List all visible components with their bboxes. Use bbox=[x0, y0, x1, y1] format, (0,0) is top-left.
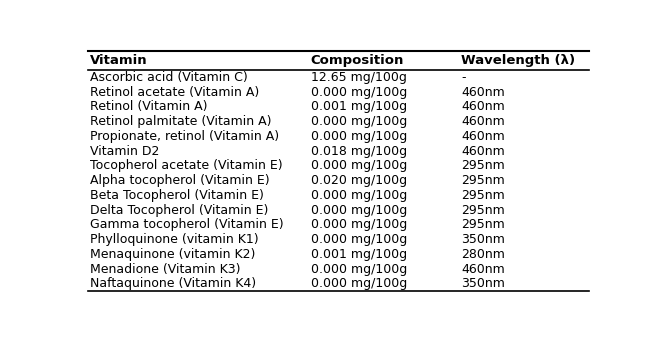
Text: Vitamin D2: Vitamin D2 bbox=[90, 145, 160, 158]
Text: 0.001 mg/100g: 0.001 mg/100g bbox=[311, 248, 407, 261]
Text: 0.001 mg/100g: 0.001 mg/100g bbox=[311, 100, 407, 114]
Text: 460nm: 460nm bbox=[461, 145, 505, 158]
Text: 0.000 mg/100g: 0.000 mg/100g bbox=[311, 203, 407, 217]
Text: Menadione (Vitamin K3): Menadione (Vitamin K3) bbox=[90, 263, 241, 275]
Text: -: - bbox=[461, 71, 465, 84]
Text: Retinol (Vitamin A): Retinol (Vitamin A) bbox=[90, 100, 208, 114]
Text: 0.000 mg/100g: 0.000 mg/100g bbox=[311, 263, 407, 275]
Text: 460nm: 460nm bbox=[461, 86, 505, 99]
Text: 0.000 mg/100g: 0.000 mg/100g bbox=[311, 189, 407, 202]
Text: 295nm: 295nm bbox=[461, 218, 505, 232]
Text: Menaquinone (vitamin K2): Menaquinone (vitamin K2) bbox=[90, 248, 255, 261]
Text: 460nm: 460nm bbox=[461, 100, 505, 114]
Text: Retinol palmitate (Vitamin A): Retinol palmitate (Vitamin A) bbox=[90, 115, 272, 128]
Text: 280nm: 280nm bbox=[461, 248, 505, 261]
Text: Retinol acetate (Vitamin A): Retinol acetate (Vitamin A) bbox=[90, 86, 259, 99]
Text: Vitamin: Vitamin bbox=[90, 54, 148, 67]
Text: Phylloquinone (vitamin K1): Phylloquinone (vitamin K1) bbox=[90, 233, 259, 246]
Text: 295nm: 295nm bbox=[461, 160, 505, 172]
Text: Tocopherol acetate (Vitamin E): Tocopherol acetate (Vitamin E) bbox=[90, 160, 282, 172]
Text: Ascorbic acid (Vitamin C): Ascorbic acid (Vitamin C) bbox=[90, 71, 248, 84]
Text: 0.000 mg/100g: 0.000 mg/100g bbox=[311, 218, 407, 232]
Text: Propionate, retinol (Vitamin A): Propionate, retinol (Vitamin A) bbox=[90, 130, 279, 143]
Text: 0.000 mg/100g: 0.000 mg/100g bbox=[311, 86, 407, 99]
Text: 0.000 mg/100g: 0.000 mg/100g bbox=[311, 115, 407, 128]
Text: 460nm: 460nm bbox=[461, 115, 505, 128]
Text: 295nm: 295nm bbox=[461, 203, 505, 217]
Text: 0.000 mg/100g: 0.000 mg/100g bbox=[311, 277, 407, 290]
Text: 295nm: 295nm bbox=[461, 174, 505, 187]
Text: 460nm: 460nm bbox=[461, 263, 505, 275]
Text: 0.000 mg/100g: 0.000 mg/100g bbox=[311, 130, 407, 143]
Text: Delta Tocopherol (Vitamin E): Delta Tocopherol (Vitamin E) bbox=[90, 203, 269, 217]
Text: Gamma tocopherol (Vitamin E): Gamma tocopherol (Vitamin E) bbox=[90, 218, 284, 232]
Text: 0.018 mg/100g: 0.018 mg/100g bbox=[311, 145, 407, 158]
Text: 350nm: 350nm bbox=[461, 277, 505, 290]
Text: Alpha tocopherol (Vitamin E): Alpha tocopherol (Vitamin E) bbox=[90, 174, 270, 187]
Text: 350nm: 350nm bbox=[461, 233, 505, 246]
Text: 460nm: 460nm bbox=[461, 130, 505, 143]
Text: Naftaquinone (Vitamin K4): Naftaquinone (Vitamin K4) bbox=[90, 277, 256, 290]
Text: Wavelength (λ): Wavelength (λ) bbox=[461, 54, 575, 67]
Text: Composition: Composition bbox=[311, 54, 404, 67]
Text: 12.65 mg/100g: 12.65 mg/100g bbox=[311, 71, 407, 84]
Text: 0.000 mg/100g: 0.000 mg/100g bbox=[311, 233, 407, 246]
Text: Beta Tocopherol (Vitamin E): Beta Tocopherol (Vitamin E) bbox=[90, 189, 264, 202]
Text: 0.020 mg/100g: 0.020 mg/100g bbox=[311, 174, 407, 187]
Text: 295nm: 295nm bbox=[461, 189, 505, 202]
Text: 0.000 mg/100g: 0.000 mg/100g bbox=[311, 160, 407, 172]
